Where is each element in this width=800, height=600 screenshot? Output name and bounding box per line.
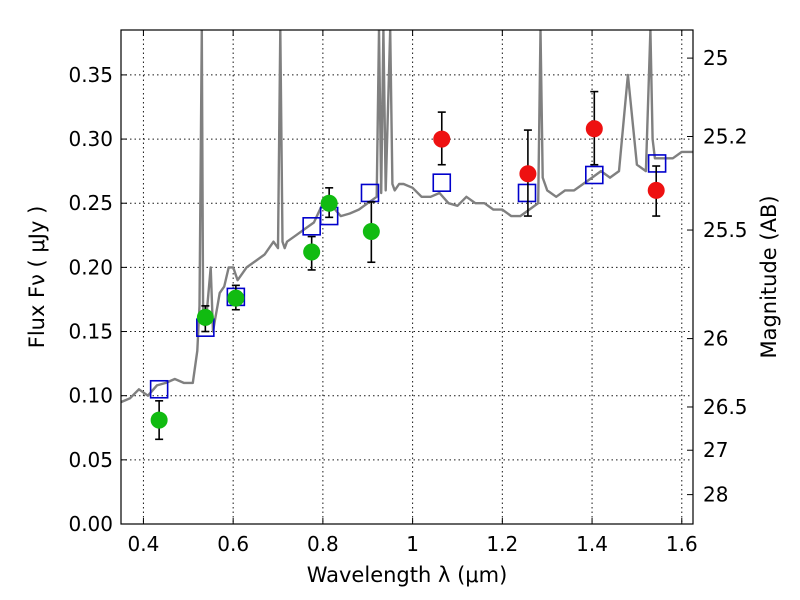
right-tick-label: 25.5 <box>703 218 748 242</box>
flux-point-marker <box>433 130 451 148</box>
right-axis-title: Magnitude (AB) <box>757 195 781 358</box>
right-tick-label: 28 <box>703 483 728 507</box>
x-tick-label: 1 <box>406 532 419 556</box>
flux-point-marker <box>585 120 603 138</box>
right-tick-label: 26.5 <box>703 395 748 419</box>
y-tick-label: 0.15 <box>68 320 113 344</box>
model-square-marker <box>149 379 169 399</box>
flux-point-marker <box>150 411 168 429</box>
model-square-marker <box>302 217 321 236</box>
ticks: 0.4 0.6 0.8 1 1.2 1.4 1.6 0.00 0.05 0.10 0.15 0.20 0… <box>68 30 748 556</box>
spectrum-line <box>121 30 693 404</box>
y-tick-label: 0.30 <box>68 127 113 151</box>
y-tick-label: 0.05 <box>68 448 113 472</box>
right-tick-label: 27 <box>703 438 728 462</box>
x-tick-label: 0.8 <box>307 532 339 556</box>
model-square-marker <box>432 173 452 192</box>
model-square-marker <box>517 183 537 203</box>
x-tick-label: 1.2 <box>486 532 518 556</box>
flux-point-marker <box>320 194 338 212</box>
flux-point-marker <box>196 308 214 326</box>
model-square-marker <box>647 154 667 173</box>
y-tick-label: 0.20 <box>68 255 113 279</box>
flux-point-marker <box>227 289 245 307</box>
x-tick-label: 0.4 <box>128 532 160 556</box>
y-tick-label: 0.25 <box>68 191 113 215</box>
flux-point-marker <box>647 181 665 199</box>
x-tick-label: 1.6 <box>666 532 698 556</box>
right-tick-label: 25.2 <box>703 124 748 148</box>
y-tick-label: 0.10 <box>68 384 113 408</box>
y-axis-title: Flux Fν ( μJy ) <box>25 206 49 349</box>
plot-frame <box>120 29 694 525</box>
x-axis-title: Wavelength λ (μm) <box>307 563 508 587</box>
flux-point-marker <box>303 243 321 261</box>
y-tick-label: 0.00 <box>68 512 113 536</box>
plot-data <box>121 30 693 441</box>
y-tick-label: 0.35 <box>68 63 113 87</box>
right-tick-label: 26 <box>703 327 728 351</box>
x-tick-label: 0.6 <box>217 532 249 556</box>
x-tick-label: 1.4 <box>576 532 608 556</box>
right-tick-label: 25 <box>703 46 728 70</box>
flux-point-marker <box>362 222 380 240</box>
model-square-marker <box>585 165 604 185</box>
flux-point-marker <box>519 165 537 183</box>
